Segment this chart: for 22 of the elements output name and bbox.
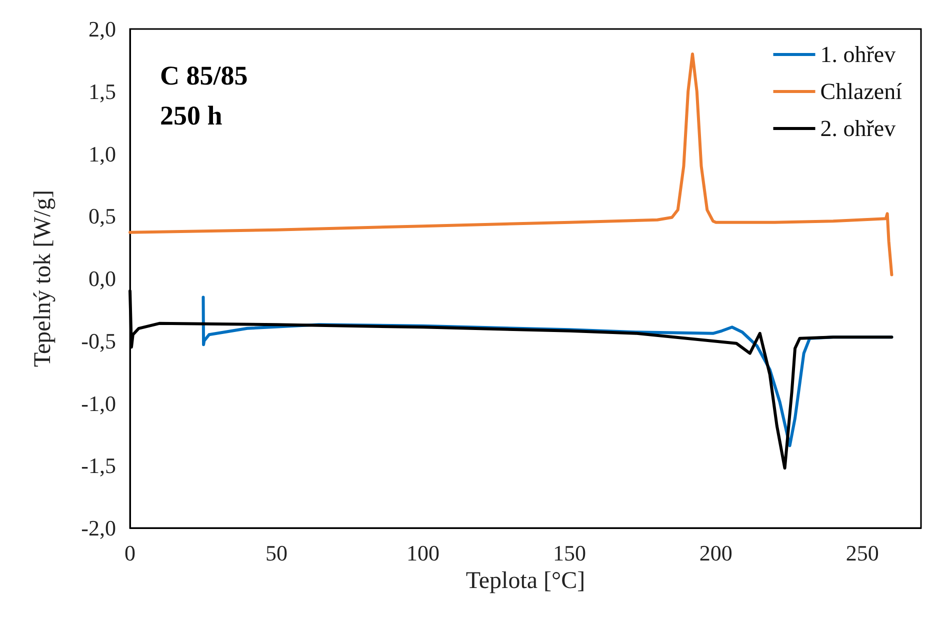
y-tick-label: -0,5: [81, 328, 116, 354]
y-tick-label: -1,5: [81, 453, 116, 478]
x-tick-label: 150: [552, 540, 586, 566]
y-tick-label: 0,5: [88, 204, 116, 229]
legend-label: Chlazení: [820, 79, 903, 104]
annotation: 250 h: [160, 100, 222, 130]
y-tick-label: -1,0: [81, 390, 116, 416]
x-axis-title: Teplota [°C]: [466, 568, 586, 594]
x-tick-label: 0: [124, 540, 136, 566]
y-tick-label: 2,0: [88, 16, 116, 42]
x-tick-label: 50: [265, 540, 288, 566]
annotation: C 85/85: [160, 60, 248, 90]
y-axis-title: Tepelný tok [W/g]: [30, 190, 56, 367]
x-tick-label: 250: [846, 540, 879, 566]
legend-label: 1. ohřev: [820, 42, 896, 67]
legend-label: 2. ohřev: [820, 116, 896, 141]
y-tick-label: 1,0: [88, 141, 116, 166]
y-tick-label: 0,0: [88, 266, 116, 291]
x-tick-label: 200: [699, 540, 732, 566]
y-tick-label: 1,5: [88, 78, 116, 104]
y-tick-label: -2,0: [81, 516, 116, 540]
x-tick-label: 100: [406, 540, 440, 566]
